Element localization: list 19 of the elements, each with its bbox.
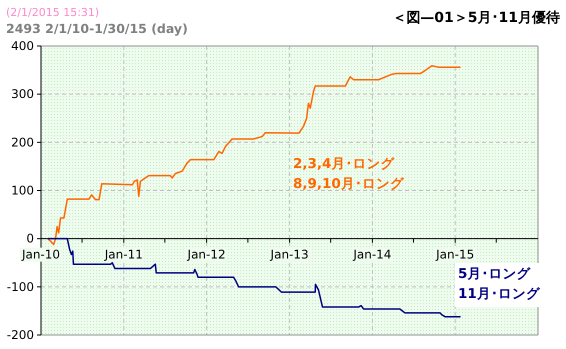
y-tick-label: 400 <box>11 39 34 53</box>
series-label: 5月･ロング 11月･ロング <box>458 266 541 302</box>
series-label: 2,3,4月･ロング 8,9,10月･ロング <box>293 156 405 192</box>
x-tick-label: Jan-13 <box>270 248 309 262</box>
line-series <box>47 65 461 246</box>
x-tick-label: Jan-10 <box>20 248 60 262</box>
text: (2/1/2015 15:31) <box>6 6 100 19</box>
y-tick-label: 200 <box>11 135 34 150</box>
chart-title: 2493 2/1/10-1/30/15 (day) <box>6 21 188 36</box>
y-tick-label: 300 <box>11 87 34 102</box>
x-tick-label: Jan-11 <box>104 248 143 262</box>
y-tick-label: -200 <box>6 328 34 342</box>
y-tick-label: 100 <box>11 184 34 198</box>
x-tick-label: Jan-14 <box>352 248 392 262</box>
y-tick-label: 0 <box>26 232 34 246</box>
x-tick-label: Jan-15 <box>435 248 474 262</box>
text: ＜図—01＞5月･11月優待 <box>392 10 560 26</box>
x-tick-label: Jan-12 <box>186 248 226 262</box>
y-tick-label: -100 <box>6 280 34 294</box>
